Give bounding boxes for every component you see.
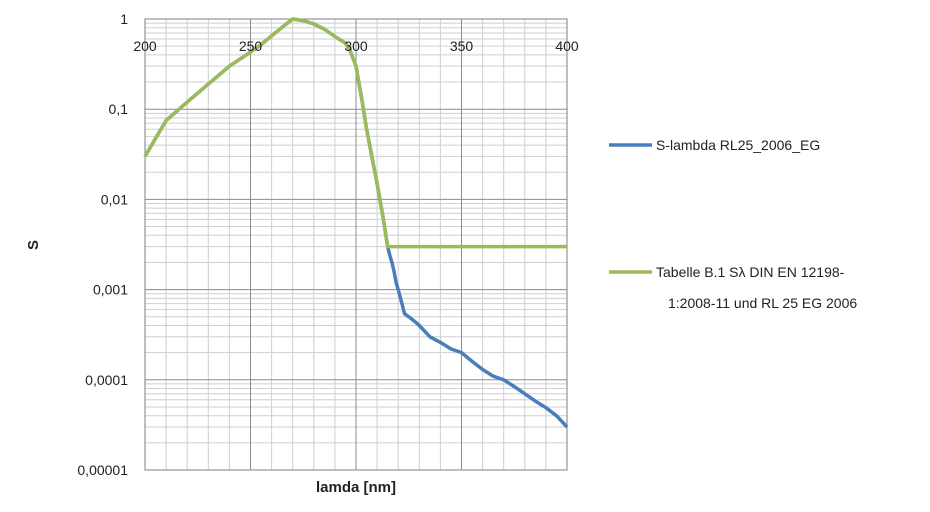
y-axis-ticks: 1 0,1 0,01 0,001 0,0001 0,00001 [77, 11, 128, 478]
series-line-2 [143, 17, 567, 249]
legend-label: 1:2008-11 und RL 25 EG 2006 [668, 295, 857, 311]
x-tick-label: 200 [133, 38, 157, 54]
x-tick-label: 350 [450, 38, 474, 54]
legend-item: S-lambda RL25_2006_EG [609, 137, 820, 153]
x-axis-ticks: 200 250 300 350 400 [133, 38, 579, 54]
x-tick-label: 400 [555, 38, 579, 54]
legend: S-lambda RL25_2006_EG Tabelle B.1 Sλ DIN … [609, 137, 857, 311]
x-tick-label: 300 [344, 38, 368, 54]
y-tick-label: 0,1 [109, 101, 129, 117]
y-tick-label: 0,00001 [77, 462, 128, 478]
legend-label: Tabelle B.1 Sλ DIN EN 12198- [656, 264, 845, 280]
y-tick-label: 1 [120, 11, 128, 27]
y-tick-label: 0,0001 [85, 372, 128, 388]
y-tick-label: 0,001 [93, 282, 128, 298]
y-axis-label: S [25, 240, 42, 250]
plot-area-border [144, 18, 568, 471]
legend-item: Tabelle B.1 Sλ DIN EN 12198- 1:2008-11 un… [609, 264, 857, 311]
series-layer [143, 17, 569, 429]
y-tick-label: 0,01 [101, 191, 128, 207]
x-tick-label: 250 [239, 38, 263, 54]
legend-label: S-lambda RL25_2006_EG [656, 137, 820, 153]
x-axis-label: lamda [nm] [316, 479, 396, 496]
